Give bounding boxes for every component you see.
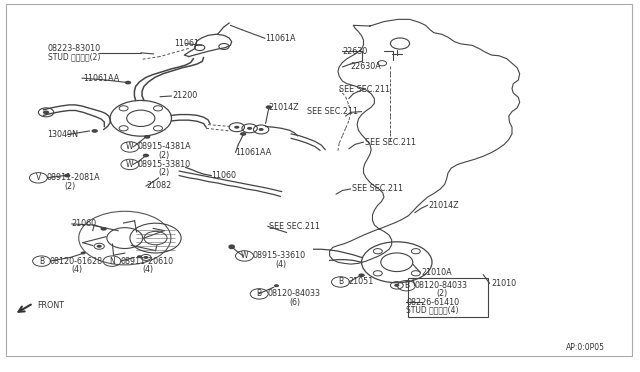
Circle shape <box>92 129 98 133</box>
Bar <box>408 278 488 317</box>
Text: B: B <box>338 278 343 286</box>
Circle shape <box>266 105 272 109</box>
Text: 11061AA: 11061AA <box>83 74 120 83</box>
Text: 21082: 21082 <box>146 182 171 190</box>
Text: 08911-20610: 08911-20610 <box>120 257 173 266</box>
Text: (4): (4) <box>72 265 83 274</box>
Circle shape <box>137 255 142 258</box>
Circle shape <box>64 174 70 177</box>
Text: 21060: 21060 <box>72 219 97 228</box>
Text: B: B <box>39 257 44 266</box>
Circle shape <box>228 246 235 249</box>
Text: 08226-61410: 08226-61410 <box>406 298 460 307</box>
Text: SEE SEC.211: SEE SEC.211 <box>365 138 416 147</box>
Text: W: W <box>126 142 134 151</box>
Text: 21010A: 21010A <box>421 268 452 277</box>
Circle shape <box>394 284 399 287</box>
Text: (2): (2) <box>159 151 170 160</box>
Circle shape <box>234 126 239 129</box>
Text: V: V <box>36 173 41 182</box>
Text: 11060: 11060 <box>211 171 236 180</box>
Circle shape <box>43 110 49 114</box>
Text: (2): (2) <box>436 289 448 298</box>
Text: SEE SEC.211: SEE SEC.211 <box>307 107 358 116</box>
Text: 21014Z: 21014Z <box>429 201 460 210</box>
Text: 08915-33810: 08915-33810 <box>138 160 191 169</box>
Circle shape <box>100 227 107 231</box>
Text: 08911-2081A: 08911-2081A <box>47 173 100 182</box>
Circle shape <box>144 135 150 139</box>
Text: 08120-84033: 08120-84033 <box>268 289 321 298</box>
Text: 11061: 11061 <box>174 39 199 48</box>
Text: (6): (6) <box>289 298 300 307</box>
Text: 21010: 21010 <box>492 279 516 288</box>
Text: AP:0:0P05: AP:0:0P05 <box>566 343 605 352</box>
Text: SEE SEC.211: SEE SEC.211 <box>339 85 390 94</box>
Text: 08223-83010: 08223-83010 <box>48 44 101 53</box>
Text: (4): (4) <box>142 265 153 274</box>
Text: 22630: 22630 <box>342 47 367 56</box>
Text: (2): (2) <box>159 168 170 177</box>
Circle shape <box>97 245 102 248</box>
Text: 08915-33610: 08915-33610 <box>253 251 306 260</box>
Text: 11061A: 11061A <box>266 34 296 43</box>
Text: SEE SEC.211: SEE SEC.211 <box>352 185 403 193</box>
Text: 08120-84033: 08120-84033 <box>415 281 468 290</box>
Circle shape <box>358 273 365 277</box>
Text: N: N <box>109 257 115 266</box>
Text: 21051: 21051 <box>349 278 374 286</box>
Circle shape <box>143 256 148 259</box>
Text: (4): (4) <box>275 260 286 269</box>
Circle shape <box>259 128 264 131</box>
Text: 11061AA: 11061AA <box>236 148 272 157</box>
Circle shape <box>143 154 149 157</box>
Text: 21014Z: 21014Z <box>269 103 300 112</box>
Text: FRONT: FRONT <box>37 301 64 310</box>
Text: 22630A: 22630A <box>351 62 381 71</box>
Text: 21200: 21200 <box>173 92 198 100</box>
Circle shape <box>125 81 131 84</box>
Text: (2): (2) <box>64 182 76 190</box>
Text: SEE SEC.211: SEE SEC.211 <box>269 222 320 231</box>
Text: W: W <box>241 251 248 260</box>
Circle shape <box>240 132 246 136</box>
Circle shape <box>274 284 279 287</box>
Text: 08915-4381A: 08915-4381A <box>138 142 191 151</box>
Text: W: W <box>126 160 134 169</box>
Text: B: B <box>404 281 409 290</box>
Text: STUD スタック(2): STUD スタック(2) <box>48 52 100 61</box>
Circle shape <box>247 127 252 130</box>
Text: 13049N: 13049N <box>47 130 77 139</box>
Circle shape <box>81 251 86 254</box>
Circle shape <box>228 244 235 248</box>
Text: 08120-61628: 08120-61628 <box>50 257 103 266</box>
Text: B: B <box>257 289 262 298</box>
Text: STUD スタック(4): STUD スタック(4) <box>406 306 459 315</box>
